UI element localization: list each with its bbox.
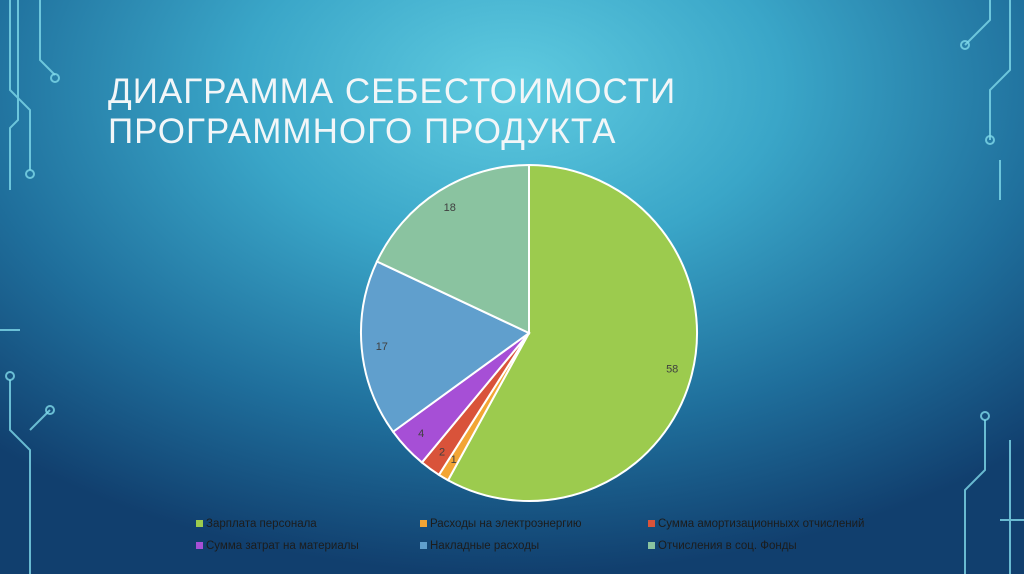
data-label: 58 [666,364,678,376]
legend-swatch [196,542,203,549]
legend-label: Сумма амортизационныхх отчислений [658,518,864,530]
pie-slice [360,260,531,434]
legend-label: Расходы на электроэнергию [430,518,582,530]
legend-swatch [420,520,427,527]
data-label: 18 [444,202,456,214]
data-label: 4 [418,428,424,440]
data-label: 1 [451,454,457,466]
slide-title: ДИАГРАММА СЕБЕСТОИМОСТИ ПРОГРАММНОГО ПРО… [108,72,677,151]
legend-swatch [196,520,203,527]
legend-label: Сумма затрат на материалы [206,540,359,552]
legend-swatch [648,542,655,549]
pie-slice [375,163,530,335]
legend-label: Накладные расходы [430,540,539,552]
data-label: 17 [376,341,388,353]
data-label: 2 [439,447,445,459]
legend-label: Зарплата персонала [206,518,317,530]
legend-label: Отчисления в соц. Фонды [658,540,797,552]
legend-swatch [420,542,427,549]
pie-slice [446,163,698,502]
legend-swatch [648,520,655,527]
